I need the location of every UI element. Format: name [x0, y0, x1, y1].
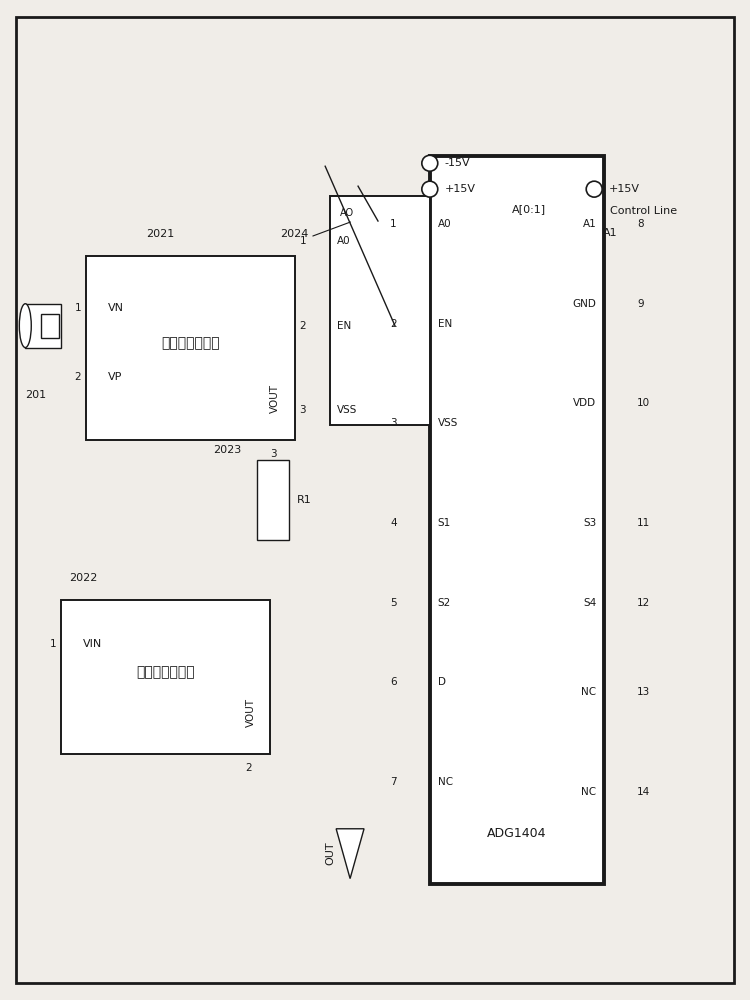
Text: 2: 2: [74, 372, 81, 382]
Bar: [26, 304, 62, 348]
Text: 2024: 2024: [280, 229, 309, 239]
Text: GND: GND: [572, 299, 596, 309]
Bar: [257, 460, 290, 540]
Text: +15V: +15V: [445, 184, 476, 194]
Text: 201: 201: [25, 390, 46, 400]
Bar: [430, 156, 604, 884]
Text: 6: 6: [390, 677, 397, 687]
Text: 4: 4: [390, 518, 397, 528]
Text: 第一级放大电路: 第一级放大电路: [161, 336, 220, 350]
Text: 第二级放大电路: 第二级放大电路: [136, 665, 195, 679]
Text: OUT: OUT: [326, 842, 335, 865]
Text: 10: 10: [637, 398, 650, 408]
Text: 3: 3: [270, 449, 277, 459]
Circle shape: [422, 181, 438, 197]
Bar: [330, 196, 430, 425]
Text: VSS: VSS: [338, 405, 358, 415]
Text: D: D: [438, 677, 446, 687]
Text: 2: 2: [245, 763, 252, 773]
Text: 14: 14: [637, 787, 650, 797]
Text: EN: EN: [338, 321, 352, 331]
Polygon shape: [336, 829, 364, 879]
Text: 1: 1: [300, 236, 306, 246]
Text: 8: 8: [637, 219, 644, 229]
Text: 12: 12: [637, 598, 650, 608]
Text: VOUT: VOUT: [270, 384, 280, 413]
Circle shape: [586, 181, 602, 197]
Text: EN: EN: [438, 319, 452, 329]
Text: -15V: -15V: [445, 158, 470, 168]
Text: ADG1404: ADG1404: [488, 827, 547, 840]
Text: A[0:1]: A[0:1]: [512, 204, 547, 214]
Text: A0: A0: [438, 219, 452, 229]
Text: S2: S2: [438, 598, 451, 608]
Text: 2021: 2021: [146, 229, 174, 239]
Ellipse shape: [20, 304, 32, 348]
Text: 2022: 2022: [69, 573, 98, 583]
Text: VIN: VIN: [83, 639, 102, 649]
Text: 1: 1: [390, 219, 397, 229]
Text: 13: 13: [637, 687, 650, 697]
Bar: [41, 314, 59, 338]
Text: A1: A1: [583, 219, 596, 229]
Text: R1: R1: [297, 495, 312, 505]
Text: VP: VP: [108, 372, 122, 382]
Text: S4: S4: [583, 598, 596, 608]
Text: 2023: 2023: [214, 445, 242, 455]
Text: 2: 2: [390, 319, 397, 329]
Text: AO: AO: [340, 208, 354, 218]
Text: VOUT: VOUT: [245, 698, 256, 727]
Text: NC: NC: [581, 687, 596, 697]
Text: NC: NC: [438, 777, 453, 787]
Text: Control Line: Control Line: [610, 206, 677, 216]
Text: 3: 3: [390, 418, 397, 428]
Text: VDD: VDD: [573, 398, 596, 408]
Text: 1: 1: [74, 303, 81, 313]
Text: VSS: VSS: [438, 418, 458, 428]
Text: 7: 7: [390, 777, 397, 787]
Text: S1: S1: [438, 518, 451, 528]
Text: 2: 2: [300, 321, 306, 331]
Text: A0: A0: [338, 236, 351, 246]
Text: 3: 3: [300, 405, 306, 415]
Text: NC: NC: [581, 787, 596, 797]
Bar: [62, 600, 271, 754]
Text: 1: 1: [50, 639, 56, 649]
Text: VN: VN: [108, 303, 124, 313]
Text: S3: S3: [583, 518, 596, 528]
Circle shape: [422, 155, 438, 171]
Text: 5: 5: [390, 598, 397, 608]
Text: +15V: +15V: [609, 184, 640, 194]
Text: A1: A1: [602, 228, 617, 238]
Text: 9: 9: [637, 299, 644, 309]
Bar: [86, 256, 296, 440]
Text: 11: 11: [637, 518, 650, 528]
